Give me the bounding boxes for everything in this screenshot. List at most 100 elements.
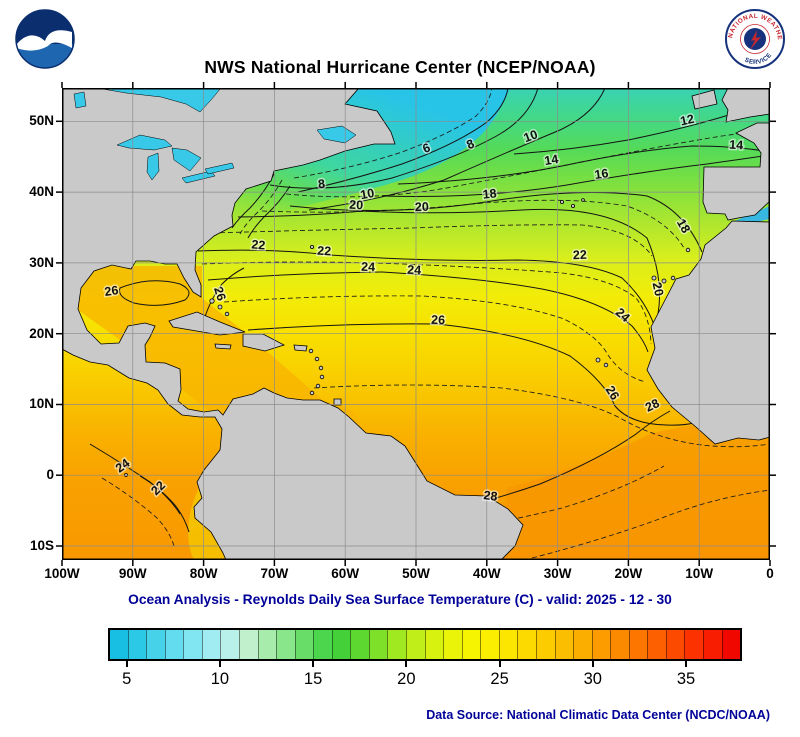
contour-label: 24: [361, 260, 375, 274]
colorbar-segment: [647, 630, 666, 659]
contour-label: 28: [483, 488, 499, 504]
colorbar-segment: [573, 630, 592, 659]
nws-emblem-icon: NATIONAL WEATHER SERVICE: [721, 3, 785, 69]
colorbar-segment: [201, 630, 221, 659]
lake-ontario: [204, 162, 235, 175]
colorbar-tick-label: 5: [122, 670, 132, 688]
solid-isotherms: [89, 88, 770, 533]
madeira-island: [685, 247, 691, 253]
latitude-axis-label: 0: [46, 467, 54, 482]
colorbar-segment: [146, 630, 165, 659]
colorbar-segment: [387, 630, 406, 659]
latitude-axis-label: 50N: [29, 113, 54, 128]
colorbar-tick-label: 25: [490, 670, 509, 688]
colorbar-tick: [312, 661, 315, 667]
colorbar-segment: [591, 630, 611, 659]
contour-label: 14: [543, 152, 559, 168]
colorbar-segment: [183, 630, 202, 659]
longitude-axis-label: 30W: [543, 566, 572, 581]
colorbar-tick-label: 20: [397, 670, 416, 688]
colorbar-tick-label: 15: [303, 670, 323, 688]
colorbar-segment: [238, 630, 258, 659]
cape-verde-island: [595, 357, 601, 363]
antilles-island: [315, 383, 321, 389]
longitude-axis-label: 20W: [614, 566, 643, 581]
map-caption: Ocean Analysis - Reynolds Daily Sea Surf…: [128, 592, 672, 607]
contour-label: 22: [317, 244, 332, 259]
contour-label: 10: [522, 127, 540, 145]
azores-island: [570, 204, 575, 209]
colorbar-segment: [498, 630, 518, 659]
azores-island: [581, 198, 585, 202]
latitude-axis-label: 10S: [29, 538, 54, 553]
axis-ticks: [56, 82, 776, 566]
antilles-island: [318, 365, 324, 371]
data-source-text: Data Source: National Climatic Data Cent…: [426, 708, 770, 722]
contour-label: 18: [482, 186, 497, 201]
colorbar-tick: [405, 661, 408, 667]
antilles-island: [314, 356, 320, 362]
uk-landmass: [721, 88, 770, 123]
jamaica-island: [214, 343, 232, 350]
africa-landmass: [646, 220, 770, 445]
sst-map-area: 6 8 8 10 10 12 14 14 16 18 18 20 20 20 22 22 22 24 24 24 26 2…: [56, 82, 776, 566]
longitude-axis-label: 80W: [189, 566, 218, 581]
colorbar-tick: [218, 661, 221, 667]
lat-lon-grid: [62, 88, 770, 560]
lake-winnipeg: [73, 91, 87, 109]
colorbar-segment: [127, 630, 147, 659]
longitude-axis-label: 70W: [260, 566, 289, 581]
contour-label: 22: [573, 248, 587, 262]
nws-logo: NATIONAL WEATHER SERVICE: [721, 3, 786, 75]
latitude-axis-label: 20N: [29, 326, 54, 341]
antilles-island: [319, 374, 325, 380]
colorbar-segment: [535, 630, 555, 659]
colorbar-segment: [313, 630, 332, 659]
bahamas-island: [209, 298, 215, 304]
colorbar-tick-label: 35: [676, 670, 696, 688]
latitude-axis-label: 40N: [29, 184, 54, 199]
bermuda-island: [309, 244, 314, 249]
longitude-axis-label: 10W: [685, 566, 714, 581]
warm-equatorial-region: [502, 423, 770, 560]
colorbar-segment: [517, 630, 536, 659]
colorbar-tick: [685, 661, 688, 667]
puerto-rico-island: [293, 344, 308, 352]
contour-label: 26: [104, 283, 120, 299]
colorbar-segment: [443, 630, 462, 659]
hudson-bay: [96, 88, 222, 113]
bahamas-island: [217, 304, 223, 310]
contour-label: 14: [729, 138, 744, 153]
contour-label: 8: [317, 177, 325, 192]
colorbar-segment: [164, 630, 184, 659]
colorbar-segment: [665, 630, 685, 659]
ireland-landmass: [691, 89, 718, 110]
longitude-axis-label: 60W: [331, 566, 360, 581]
longitude-axis-label: 40W: [472, 566, 501, 581]
colorbar-segment: [368, 630, 388, 659]
latitude-axis-label: 30N: [29, 255, 54, 270]
contour-label: 16: [594, 166, 610, 182]
colorbar-segment: [257, 630, 277, 659]
contour-label: 26: [431, 313, 445, 327]
trinidad-island: [333, 398, 342, 406]
noaa-emblem-icon: [15, 9, 75, 69]
colorbar-segment: [610, 630, 629, 659]
colorbar-segment: [331, 630, 351, 659]
azores-island: [559, 200, 564, 205]
lake-superior: [116, 134, 173, 151]
colorbar-segment: [424, 630, 444, 659]
page-title: NWS National Hurricane Center (NCEP/NOAA…: [204, 57, 596, 77]
map-frame: [62, 88, 770, 560]
antilles-island: [309, 390, 315, 396]
lake-huron: [171, 147, 202, 172]
colorbar-segment: [703, 630, 722, 659]
latitude-axis-label: 10N: [29, 396, 54, 411]
contour-label: 10: [359, 186, 375, 202]
colorbar-segment: [294, 630, 314, 659]
contour-label: 20: [415, 200, 429, 214]
colorbar-tick: [498, 661, 501, 667]
noaa-logo: [14, 8, 76, 75]
